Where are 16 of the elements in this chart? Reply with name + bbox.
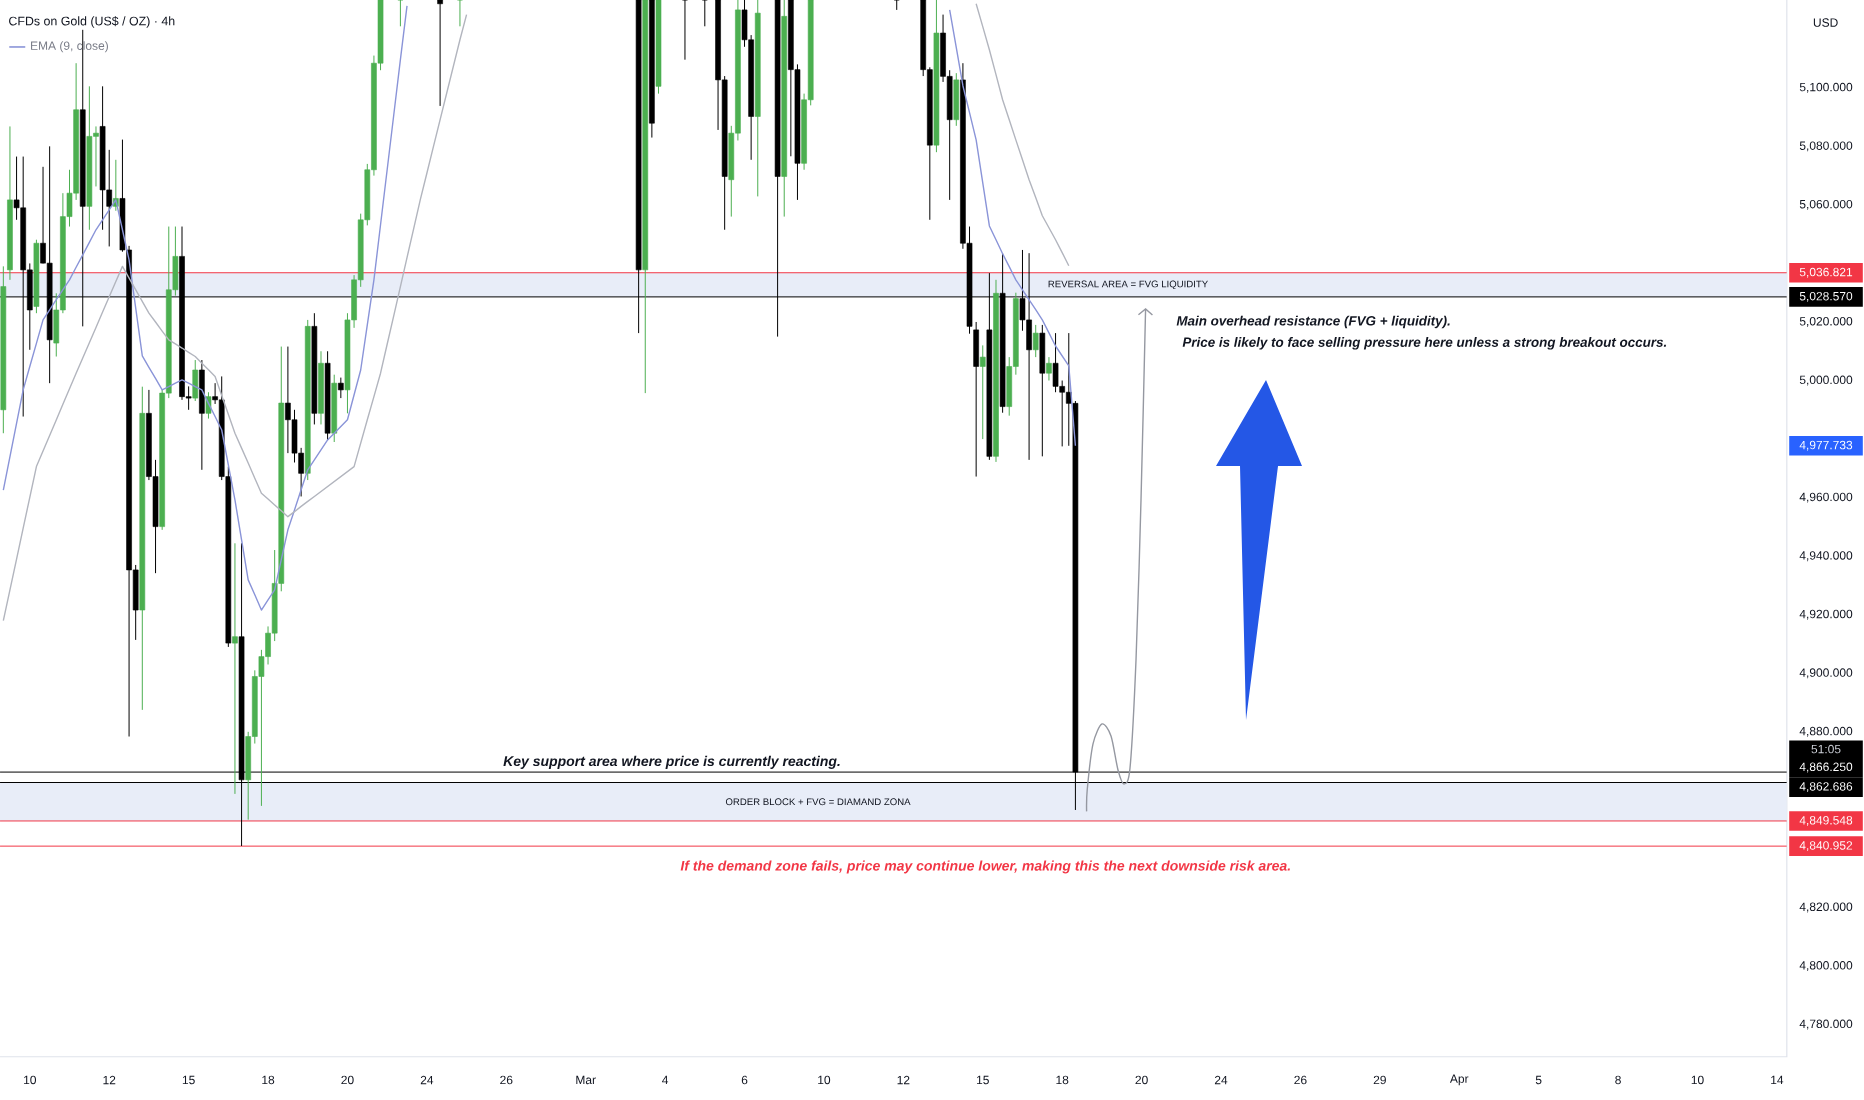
- candlestick: [397, 0, 404, 27]
- candlestick: [682, 0, 688, 61]
- candlestick: [1039, 324, 1046, 457]
- candlestick: [338, 377, 344, 399]
- candlestick: [192, 359, 199, 402]
- candlestick: [285, 346, 291, 454]
- candlestick: [457, 0, 463, 27]
- candlestick: [893, 0, 900, 11]
- candlestick: [437, 0, 443, 107]
- candlestick: [199, 359, 205, 471]
- candlestick: [979, 344, 986, 440]
- candlestick: [953, 72, 960, 127]
- candlestick: [1032, 324, 1039, 358]
- candlestick: [702, 0, 708, 27]
- candlestick: [1046, 356, 1052, 382]
- candlestick: [232, 542, 238, 795]
